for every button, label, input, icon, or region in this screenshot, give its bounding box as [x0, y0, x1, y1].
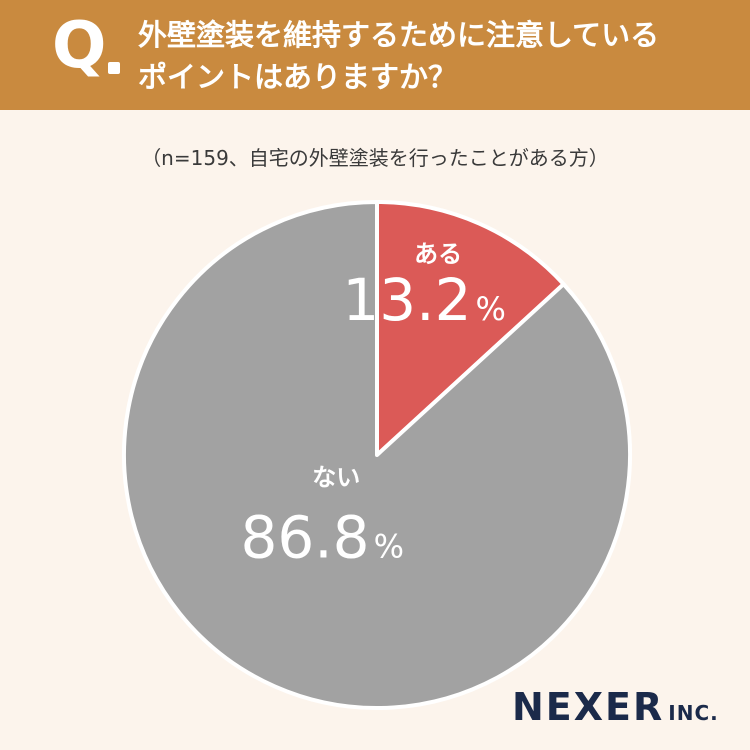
question-text: 外壁塗装を維持するために注意している ポイントはありますか？	[138, 18, 660, 94]
q-dot-decoration	[108, 62, 120, 74]
slice-label-2: ない	[312, 464, 360, 492]
pie-slice-2	[122, 200, 632, 710]
logo-suffix: INC.	[668, 701, 719, 725]
slice-value-1: 13.2%	[342, 266, 506, 334]
logo-name: NEXER	[512, 685, 665, 729]
nexer-logo: NEXER INC.	[512, 688, 719, 726]
pie-slice-1	[375, 200, 566, 457]
slice-value-2: 86.8%	[240, 504, 404, 572]
q-mark: Q	[52, 9, 107, 83]
sample-note: （n=159、自宅の外壁塗装を行ったことがある方）	[141, 146, 609, 170]
question-header: Q 外壁塗装を維持するために注意している ポイントはありますか？	[0, 0, 750, 110]
slice-label-1: ある	[414, 240, 462, 268]
